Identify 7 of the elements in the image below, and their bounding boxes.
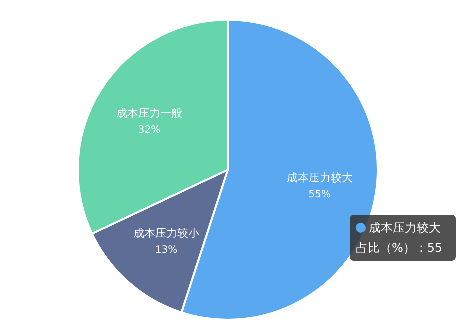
tooltip: 成本压力较大 占比（%）：55 (350, 215, 456, 261)
data-label: 55% (308, 190, 331, 201)
slice-label: 成本压力较小 (134, 226, 200, 240)
slice-label: 成本压力较大 (286, 172, 353, 185)
data-label: 32% (138, 125, 161, 136)
slice-label: 成本压力一般 (116, 107, 182, 120)
data-label: 13% (155, 244, 178, 256)
